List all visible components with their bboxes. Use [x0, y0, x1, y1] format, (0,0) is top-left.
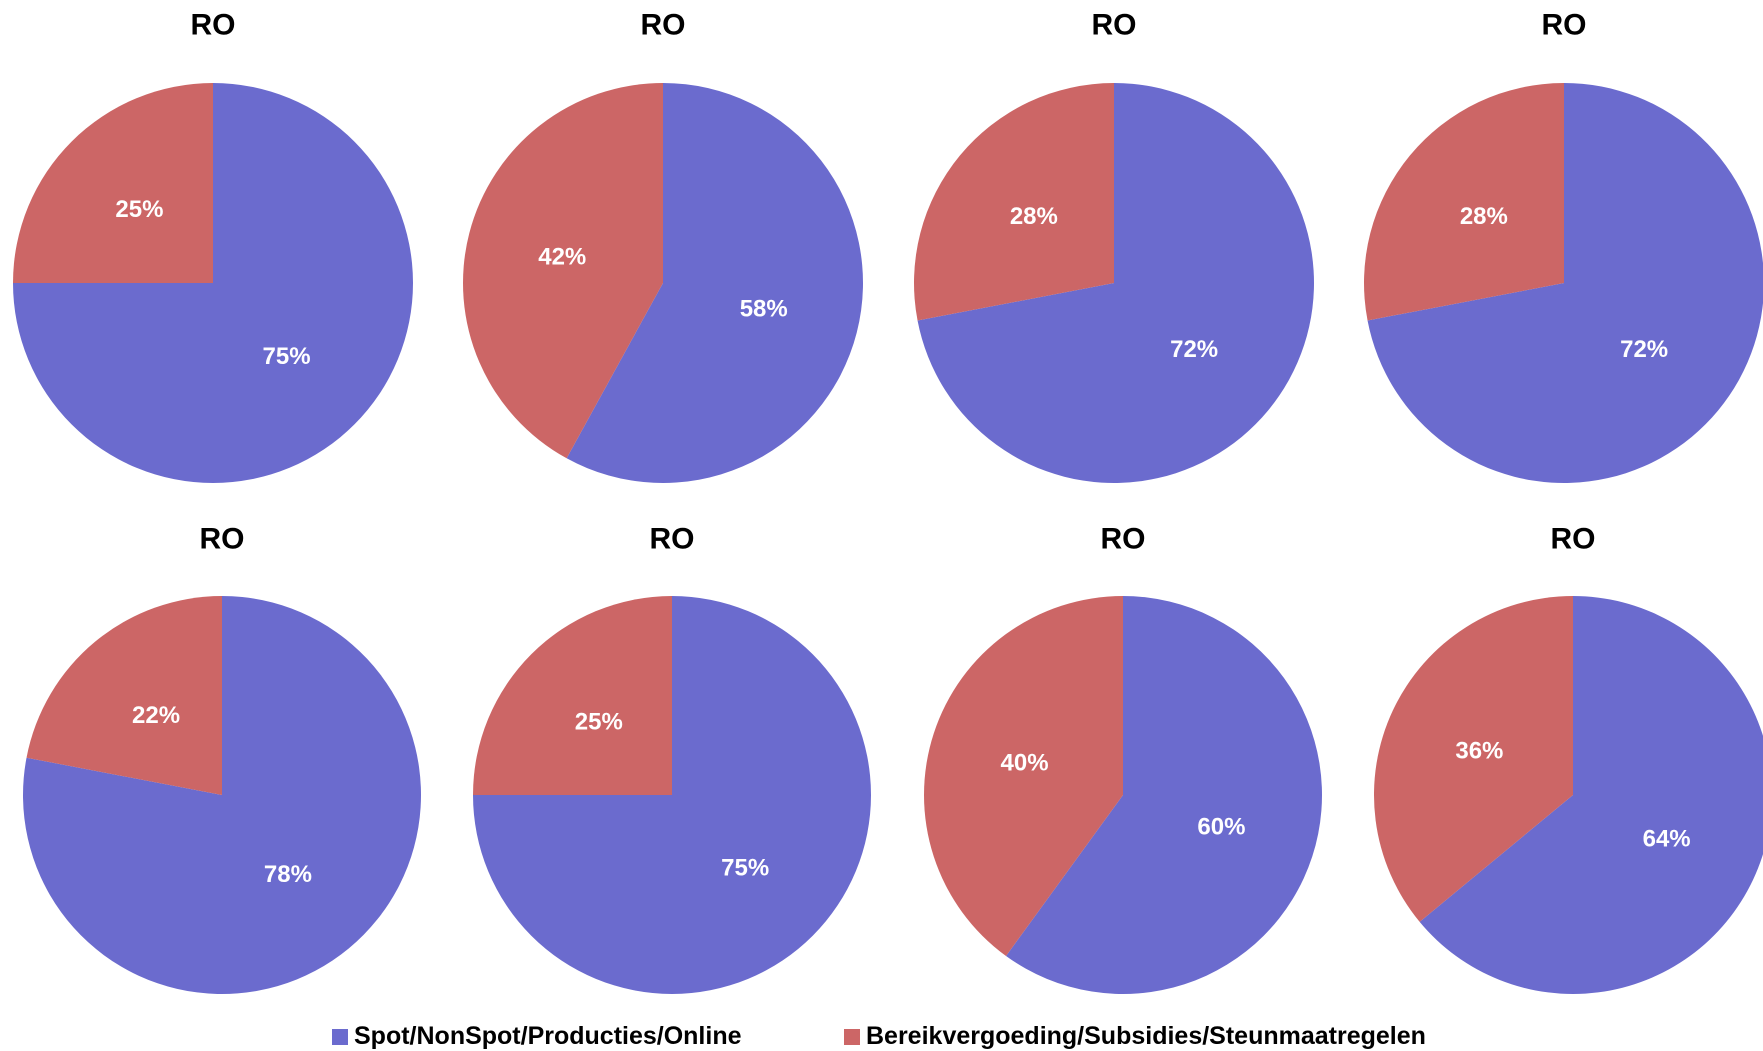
legend-label-spot: Spot/NonSpot/Producties/Online [354, 1022, 742, 1050]
pie-slice-bereik [13, 83, 213, 283]
legend-item-spot: Spot/NonSpot/Producties/Online [332, 1022, 742, 1051]
pie-slice-bereik [1374, 596, 1573, 922]
pie-charts: RO 75% 25% RO 58% 42% RO 72% 28% RO 72% 28% RO 78% 22%… [13, 9, 1763, 995]
pie-chart-8: RO 64% 36% [1374, 523, 1763, 994]
pie-data-label: 75% [263, 343, 311, 370]
pie-data-label: 64% [1643, 826, 1691, 853]
pie-data-label: 40% [1001, 750, 1049, 777]
pie-slice-bereik [914, 83, 1114, 321]
pie-slice-spot [1419, 596, 1763, 994]
pie-chart-5: RO 78% 22% [23, 523, 421, 995]
pie-data-label: 25% [115, 196, 163, 223]
pie-data-label: 42% [538, 244, 586, 271]
pie-chart-1: RO 75% 25% [13, 9, 413, 483]
pie-title: RO [191, 9, 236, 42]
pie-slice-spot [566, 83, 864, 484]
pie-data-label: 28% [1010, 203, 1058, 230]
pie-data-label: 78% [264, 861, 312, 888]
pie-slice-spot [1006, 596, 1322, 994]
pie-slice-spot [23, 596, 421, 995]
pie-data-label: 36% [1455, 737, 1503, 764]
pie-chart-6: RO 75% 25% [473, 523, 871, 994]
pie-title: RO [1101, 523, 1146, 556]
pie-title: RO [1542, 9, 1587, 42]
pie-data-label: 60% [1197, 813, 1245, 840]
pie-data-label: 28% [1460, 203, 1508, 230]
pie-slice-spot [917, 83, 1314, 483]
pie-title: RO [1092, 9, 1137, 42]
pie-data-label: 22% [132, 702, 180, 729]
pie-title: RO [641, 9, 686, 42]
pie-slice-bereik [1364, 83, 1564, 321]
pie-data-label: 75% [721, 855, 769, 882]
pie-chart-4: RO 72% 28% [1364, 9, 1763, 483]
pie-data-label: 72% [1620, 336, 1668, 363]
pie-slice-bereik [26, 596, 222, 795]
pie-slice-bereik [924, 596, 1123, 956]
pie-title: RO [650, 523, 695, 556]
pie-slice-bereik [463, 83, 663, 459]
pie-data-label: 25% [575, 708, 623, 735]
pie-title: RO [1551, 523, 1596, 556]
legend-swatch-spot [332, 1028, 348, 1045]
pie-slice-bereik [473, 596, 672, 795]
legend-swatch-bereik [844, 1028, 860, 1045]
legend-item-bereik: Bereikvergoeding/Subsidies/Steunmaatrege… [844, 1022, 1426, 1051]
pie-data-label: 72% [1170, 336, 1218, 363]
legend-label-bereik: Bereikvergoeding/Subsidies/Steunmaatrege… [866, 1022, 1426, 1050]
pie-chart-3: RO 72% 28% [914, 9, 1314, 483]
legend: Spot/NonSpot/Producties/Online Bereikver… [0, 1022, 1763, 1051]
pie-title: RO [200, 523, 245, 556]
pie-slice-spot [1367, 83, 1763, 483]
pie-chart-7: RO 60% 40% [924, 523, 1322, 994]
pie-chart-2: RO 58% 42% [463, 9, 864, 484]
pie-data-label: 58% [740, 295, 788, 322]
